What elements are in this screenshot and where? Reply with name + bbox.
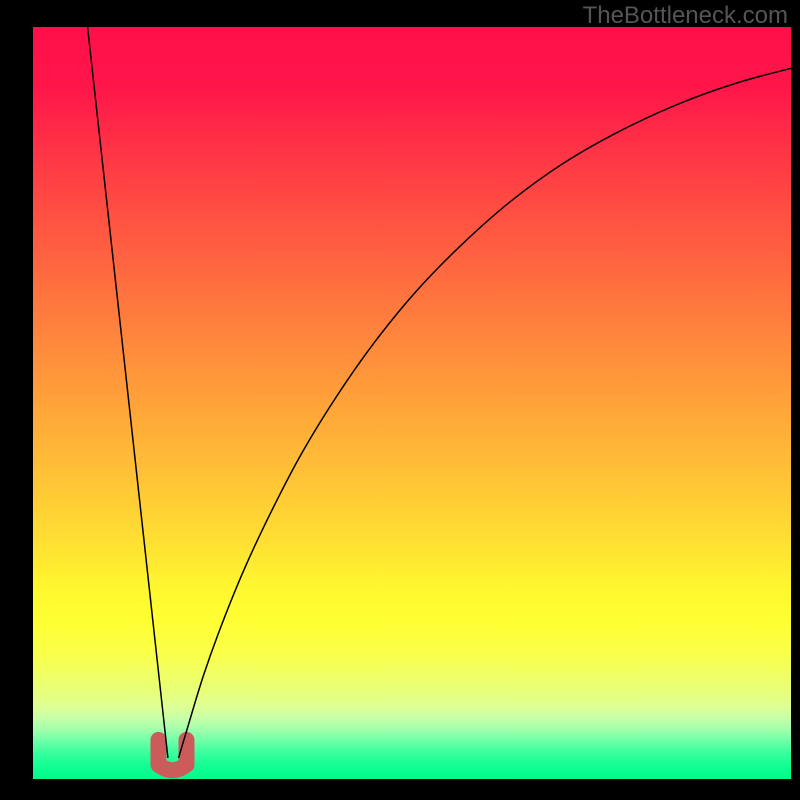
chart-background [33,27,791,779]
chart-svg [33,27,791,779]
plot-area [33,27,791,779]
watermark-text: TheBottleneck.com [583,2,788,30]
figure-root: TheBottleneck.com [0,0,800,800]
